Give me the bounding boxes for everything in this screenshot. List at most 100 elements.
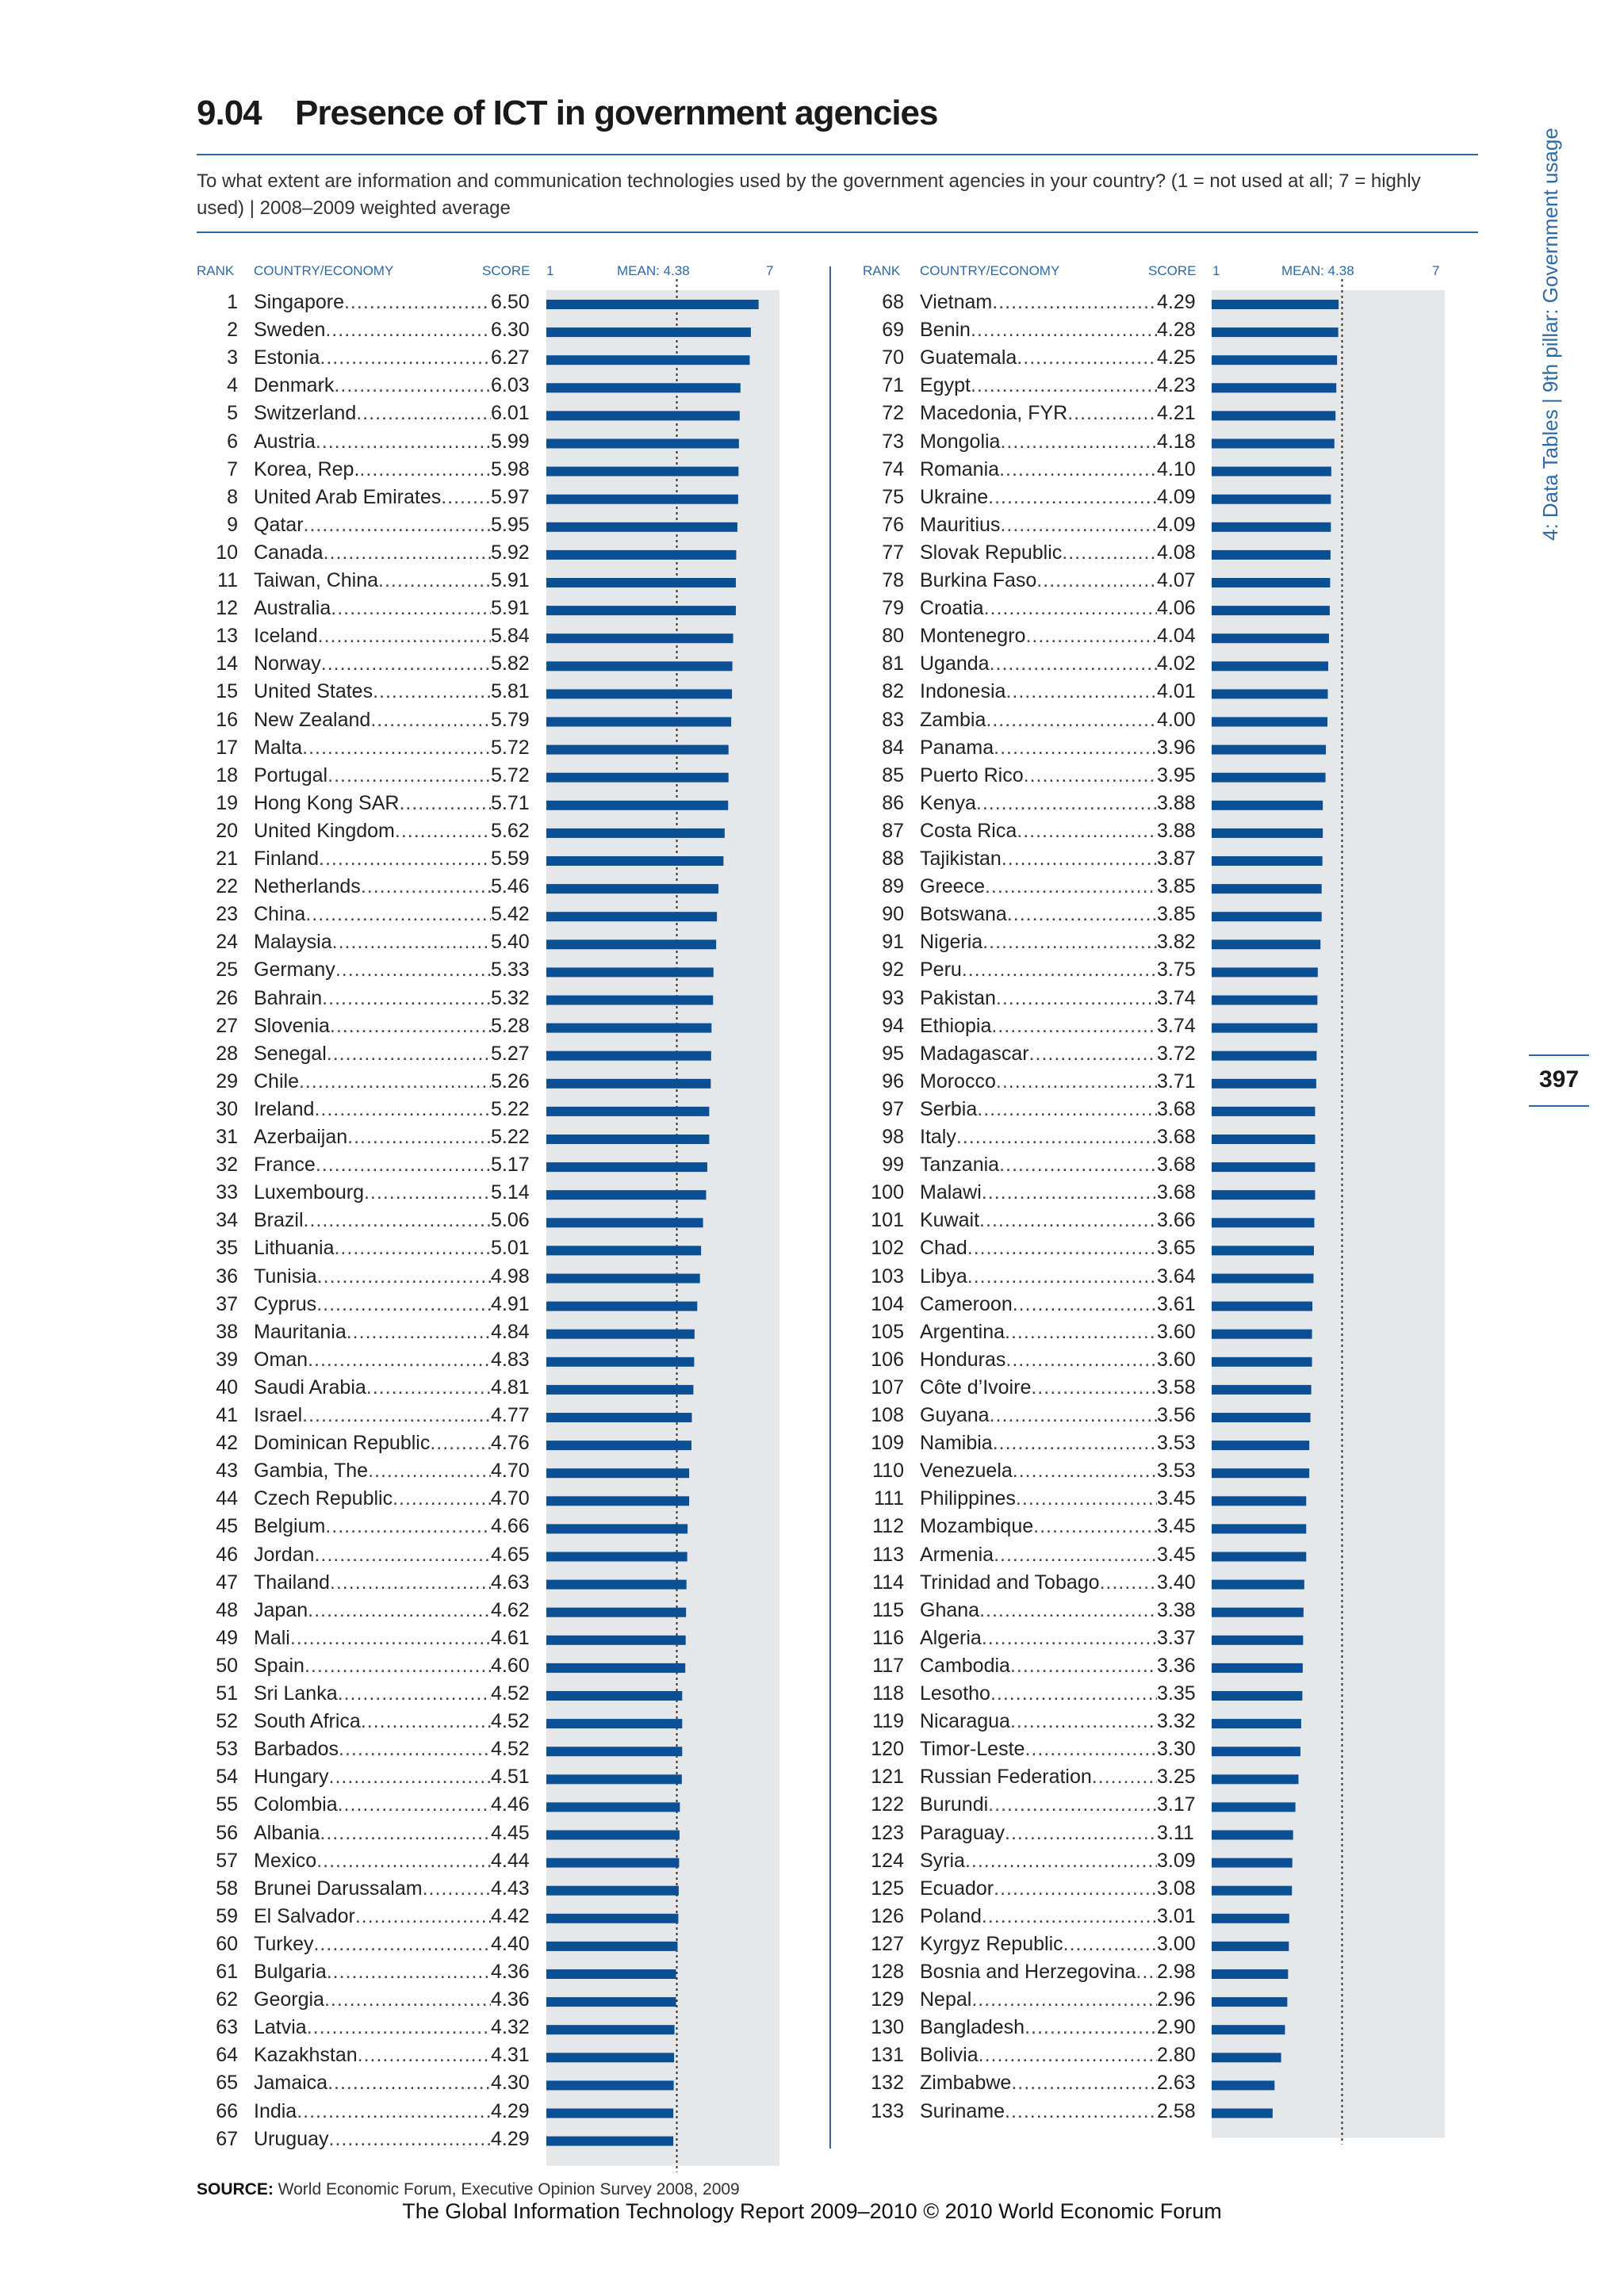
score-label: 4.65	[491, 1543, 530, 1566]
dot-leader: ........................................…	[422, 1877, 491, 1900]
country-label: Czech Republic	[254, 1487, 393, 1510]
rank-label: 86	[882, 791, 904, 814]
dot-leader: ........................................…	[347, 1126, 491, 1148]
dot-leader: ........................................…	[1005, 1348, 1157, 1371]
score-label: 5.14	[491, 1181, 530, 1204]
dot-leader: ........................................…	[992, 291, 1157, 313]
table-row: Netherlands.............................…	[254, 875, 491, 898]
score-header-right: SCORE	[1148, 263, 1197, 278]
table-row: Italy...................................…	[920, 1126, 1157, 1149]
dot-leader: ........................................…	[1025, 625, 1157, 648]
rank-label: 39	[216, 1348, 238, 1371]
table-row: Denmark.................................…	[254, 374, 491, 397]
rank-label: 94	[882, 1014, 904, 1037]
rank-label: 71	[882, 374, 904, 397]
bar	[1212, 383, 1337, 393]
rank-label: 50	[216, 1654, 238, 1677]
score-label: 3.95	[1157, 763, 1196, 786]
bar	[546, 939, 717, 950]
score-label: 4.62	[491, 1598, 530, 1621]
score-label: 3.35	[1157, 1682, 1196, 1705]
rank-label: 48	[216, 1598, 238, 1621]
score-label: 2.63	[1157, 2072, 1196, 2095]
table-row: Greece..................................…	[920, 875, 1157, 898]
rank-label: 93	[882, 986, 904, 1009]
rank-label: 73	[882, 430, 904, 453]
rank-label: 24	[216, 931, 238, 954]
table-row: France..................................…	[254, 1154, 491, 1177]
bar	[546, 856, 724, 866]
rank-label: 87	[882, 819, 904, 842]
country-label: South Africa	[254, 1710, 361, 1733]
rank-label: 66	[216, 2099, 238, 2122]
bar	[1212, 1635, 1304, 1645]
table-row: Tanzania................................…	[920, 1154, 1157, 1177]
country-label: Croatia	[920, 597, 984, 620]
bar	[546, 1246, 702, 1256]
score-label: 4.18	[1157, 430, 1196, 453]
rank-label: 74	[882, 457, 904, 480]
bar	[1212, 522, 1331, 532]
dot-leader: ........................................…	[298, 1070, 491, 1093]
score-label: 4.02	[1157, 652, 1196, 675]
dot-leader: ........................................…	[327, 2072, 491, 2095]
score-label: 3.00	[1157, 1932, 1196, 1955]
score-label: 4.52	[491, 1682, 530, 1705]
rank-label: 41	[216, 1404, 238, 1426]
rank-label: 38	[216, 1320, 238, 1343]
score-label: 5.46	[491, 875, 530, 898]
table-row: Ghana...................................…	[920, 1599, 1157, 1622]
dot-leader: ........................................…	[981, 1181, 1157, 1204]
score-header-left: SCORE	[482, 263, 530, 278]
dot-leader: ........................................…	[1000, 430, 1157, 453]
table-row: Bosnia and Herzegovina..................…	[920, 1961, 1157, 1984]
country-label: Barbados	[254, 1738, 339, 1761]
bar	[546, 1218, 703, 1228]
country-label: Costa Rica	[920, 819, 1017, 842]
bar	[1212, 438, 1335, 449]
rank-label: 114	[872, 1571, 904, 1594]
bar	[546, 884, 719, 894]
rank-label: 116	[872, 1626, 904, 1649]
bar	[546, 1607, 687, 1617]
dot-leader: ........................................…	[319, 848, 491, 870]
bar	[1212, 1830, 1293, 1840]
table-row: Belgium.................................…	[254, 1515, 491, 1538]
country-label: Saudi Arabia	[254, 1376, 366, 1399]
dot-leader: ........................................…	[327, 763, 491, 786]
dot-leader: ........................................…	[304, 1654, 491, 1677]
score-label: 4.36	[491, 1988, 530, 2011]
country-label: Spain	[254, 1654, 304, 1677]
bar	[546, 1273, 700, 1284]
country-label: Canada	[254, 541, 324, 564]
bar-panel-2	[1212, 290, 1445, 2138]
dot-leader: ........................................…	[999, 1154, 1157, 1177]
bar	[1212, 661, 1328, 672]
rank-label: 81	[882, 652, 904, 675]
dot-leader: ........................................…	[977, 1097, 1157, 1120]
mean-header-right: MEAN: 4.38	[1281, 263, 1354, 278]
bar	[546, 1830, 680, 1840]
rank-label: 107	[871, 1376, 904, 1399]
country-label: Australia	[254, 597, 331, 620]
score-label: 3.37	[1157, 1626, 1196, 1649]
table-row: Albania.................................…	[254, 1822, 491, 1845]
bar	[546, 494, 738, 504]
country-label: Macedonia, FYR	[920, 402, 1068, 425]
dot-leader: ........................................…	[992, 1432, 1157, 1455]
country-label: Netherlands	[254, 875, 361, 898]
bar	[1212, 1441, 1310, 1451]
rank-label: 90	[882, 903, 904, 926]
rank-label: 99	[882, 1154, 904, 1177]
score-label: 5.82	[491, 652, 530, 675]
bar	[546, 772, 729, 783]
score-label: 4.21	[1157, 402, 1196, 425]
rank-label: 55	[216, 1793, 238, 1816]
rank-label: 132	[871, 2072, 904, 2095]
country-label: Bahrain	[254, 986, 323, 1009]
score-label: 3.32	[1157, 1710, 1196, 1733]
dot-leader: ........................................…	[979, 1598, 1157, 1621]
table-row: Malaysia................................…	[254, 931, 491, 954]
dot-leader: ........................................…	[316, 1265, 491, 1288]
bar	[546, 1885, 679, 1896]
